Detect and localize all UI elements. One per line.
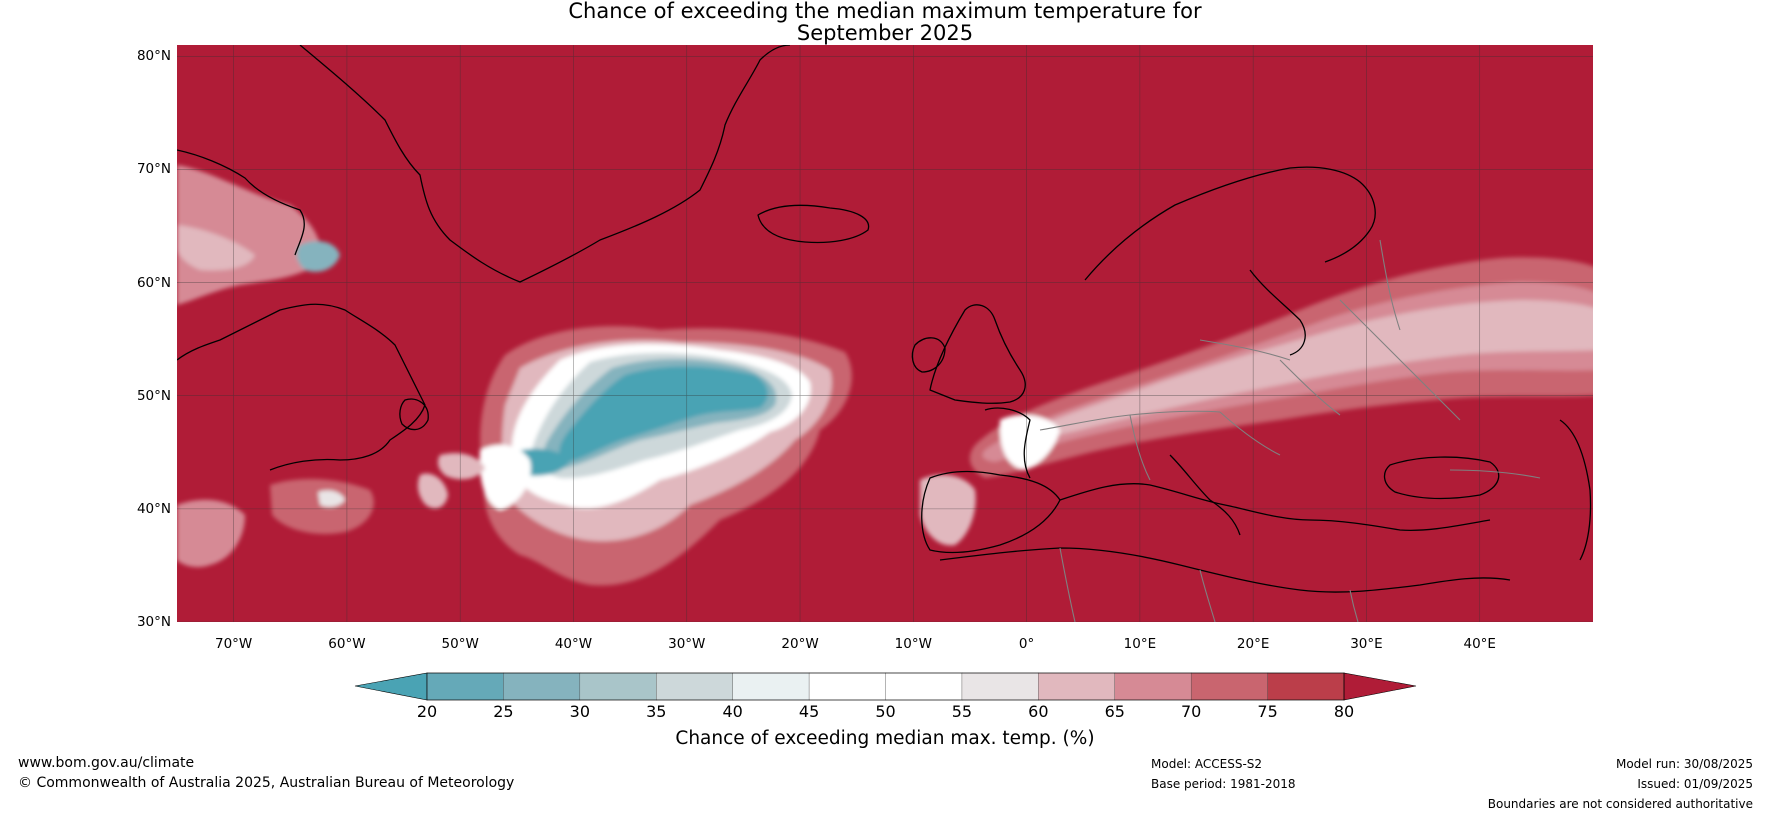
graticule xyxy=(177,45,1593,622)
caspian-coast xyxy=(1559,419,1592,561)
colorbar-tick-label: 45 xyxy=(798,702,820,721)
coastlines xyxy=(177,45,1592,593)
lon-label: 20°E xyxy=(1236,636,1270,652)
website-link[interactable]: www.bom.gov.au/climate xyxy=(18,755,195,771)
lon-label: 60°W xyxy=(328,636,366,652)
atlantic-anomaly-white-west xyxy=(479,444,531,510)
colorbar-tick-label: 75 xyxy=(1257,702,1278,721)
newfoundland-anomaly xyxy=(438,453,485,480)
colorbar-cell-45-50 xyxy=(808,672,887,701)
lon-label: 0° xyxy=(1018,636,1035,652)
lon-label: 40°E xyxy=(1463,636,1496,652)
lon-label: 10°W xyxy=(894,636,932,652)
model-name: Model: ACCESS-S2 xyxy=(1151,757,1263,771)
lat-label: 50°N xyxy=(136,387,171,404)
iberia-coast xyxy=(921,470,1061,554)
colorbar-outline xyxy=(426,672,1345,701)
lat-label: 30°N xyxy=(136,614,171,630)
colorbar-cell-75-80 xyxy=(1267,672,1345,701)
lon-label: 70°W xyxy=(214,636,253,652)
azores-anomaly xyxy=(417,473,448,509)
ireland-coast xyxy=(911,337,946,373)
colorbar-tick-label: 50 xyxy=(875,702,896,721)
boundary-disclaimer: Boundaries are not considered authoritat… xyxy=(1487,797,1753,811)
black-sea-coast xyxy=(1383,456,1500,500)
hudson-anomaly-blue xyxy=(296,241,340,272)
colorbar-cell-35-40 xyxy=(656,672,734,701)
lat-label: 80°N xyxy=(136,48,171,65)
colorbar-tick-label: 25 xyxy=(493,702,514,721)
colorbar-cell-65-70 xyxy=(1114,672,1192,701)
map-title-line-1: Chance of exceeding the median maximum t… xyxy=(568,0,1202,23)
southwest-anomaly xyxy=(177,499,245,568)
canada-anomaly-inner xyxy=(177,225,255,271)
colorbar-tick-label: 70 xyxy=(1180,702,1202,721)
colorbar-cell-60-65 xyxy=(1038,672,1116,701)
lat-label: 70°N xyxy=(136,161,171,178)
lon-label: 20°W xyxy=(781,636,819,652)
issued-date: Issued: 01/09/2025 xyxy=(1637,777,1753,791)
baltic-coast xyxy=(1249,269,1306,356)
model-run-date: Model run: 30/08/2025 xyxy=(1615,757,1753,771)
mid-atlantic-anomaly-light xyxy=(318,490,345,508)
colorbar-tick-label: 60 xyxy=(1028,702,1049,721)
colorbar-cell-30-35 xyxy=(579,672,657,701)
map-title-line-2: September 2025 xyxy=(796,21,974,45)
colorbar-tick-label: 40 xyxy=(722,702,743,721)
lon-label: 50°W xyxy=(441,636,479,652)
atlantic-anomaly-20 xyxy=(559,366,768,462)
colorbar-cell-40-45 xyxy=(732,672,810,701)
colorbar-title: Chance of exceeding median max. temp. (%… xyxy=(675,728,1095,749)
mediterranean-coast xyxy=(1059,483,1491,531)
colorbar-cell-70-75 xyxy=(1190,672,1269,701)
colorbar-tick-label: 65 xyxy=(1104,702,1125,721)
uk-coast xyxy=(929,304,1026,404)
colorbar-tick-label: 55 xyxy=(951,702,973,721)
lon-label: 10°E xyxy=(1123,636,1157,652)
baffin-coast xyxy=(177,149,305,256)
base-period: Base period: 1981-2018 xyxy=(1151,777,1296,791)
colorbar-tick-label: 35 xyxy=(646,702,667,721)
colorbar-cell-50-55 xyxy=(885,672,963,701)
iceland-coast xyxy=(757,204,870,244)
labrador-coast xyxy=(177,303,426,471)
greenland-coast xyxy=(299,45,791,283)
probability-shading xyxy=(177,165,1593,586)
colorbar-cell-55-60 xyxy=(961,672,1040,701)
lon-label: 40°W xyxy=(554,636,593,652)
colorbar-tick-label: 20 xyxy=(416,702,438,721)
north-africa-coast xyxy=(939,547,1511,593)
lat-label: 40°N xyxy=(136,500,171,517)
europe-anomaly-60 xyxy=(1020,300,1593,440)
lon-label: 30°W xyxy=(668,636,706,652)
lon-label: 30°E xyxy=(1350,636,1383,652)
france-coast xyxy=(984,407,1031,479)
copyright-notice: © Commonwealth of Australia 2025, Austra… xyxy=(18,775,515,791)
colorbar-tick-label: 30 xyxy=(569,702,590,721)
iberia-anomaly xyxy=(920,474,976,546)
colorbar-cell-20-25 xyxy=(426,672,505,701)
scandinavia-coast xyxy=(1084,166,1376,281)
colorbar-below-20-triangle xyxy=(354,672,428,701)
country-borders xyxy=(1039,239,1541,622)
colorbar-above-80-triangle xyxy=(1343,672,1417,701)
mid-atlantic-anomaly xyxy=(270,478,374,535)
colorbar xyxy=(354,672,1417,701)
lat-label: 60°N xyxy=(136,274,171,291)
italy-coast xyxy=(1169,454,1241,536)
newfoundland-coast xyxy=(399,398,429,431)
colorbar-cell-25-30 xyxy=(503,672,581,701)
colorbar-tick-label: 80 xyxy=(1333,702,1355,721)
